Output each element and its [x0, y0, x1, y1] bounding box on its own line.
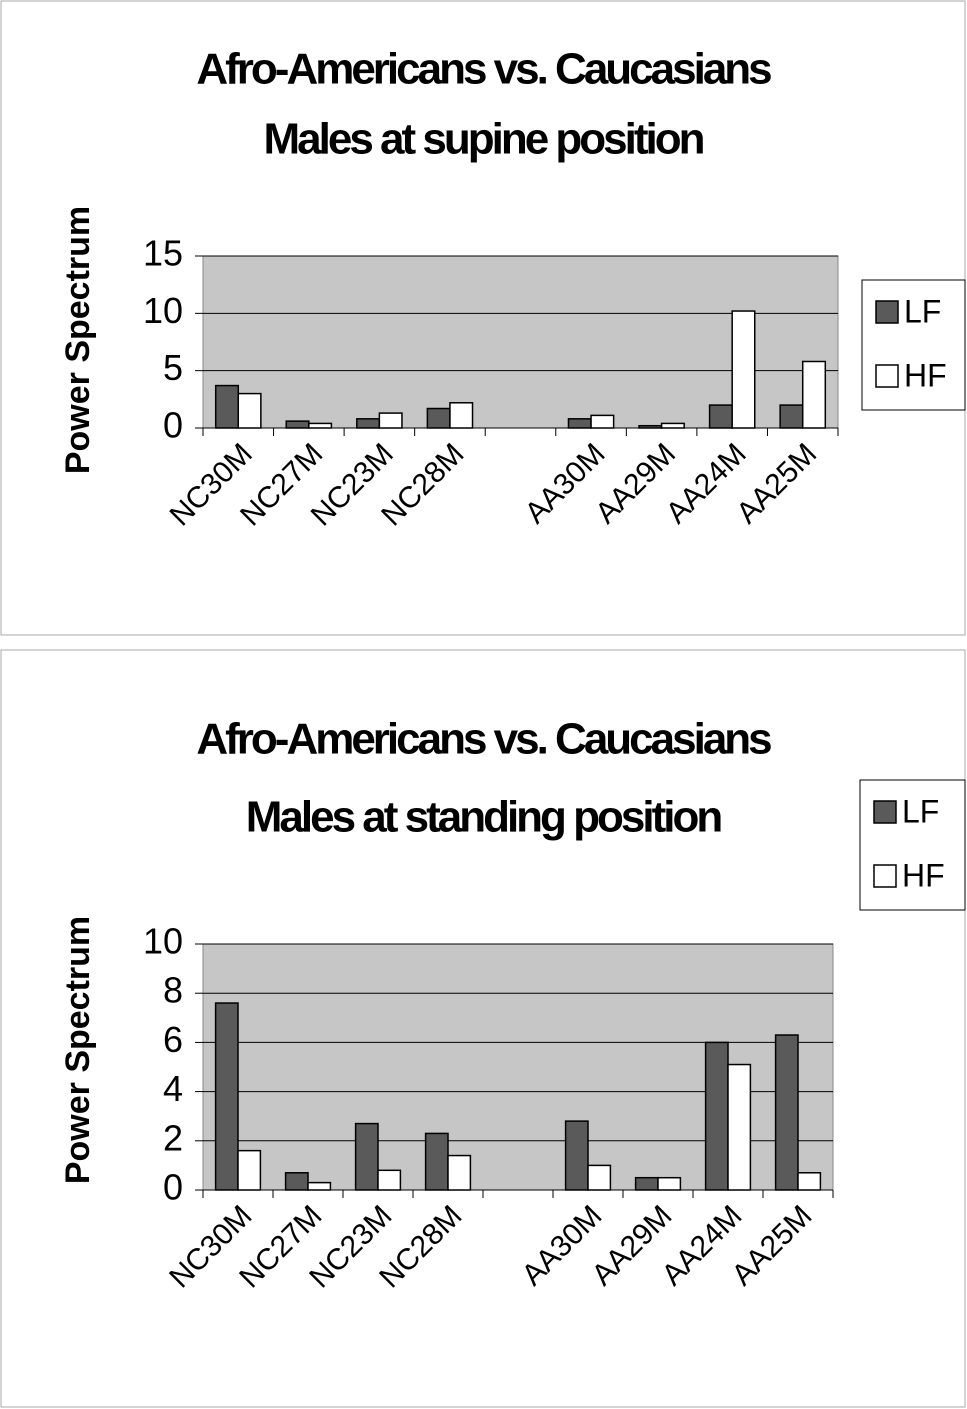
chart-subtitle: Males at supine position: [264, 115, 704, 164]
y-axis-label: Power Spectrum: [59, 206, 97, 474]
chart-title: Afro-Americans vs. Caucasians: [196, 45, 771, 94]
legend-box: [859, 779, 966, 911]
bar: [237, 392, 262, 429]
legend-swatch: [875, 300, 899, 324]
bar: [214, 1002, 239, 1191]
bar: [704, 1041, 729, 1191]
y-tick-label: 6: [163, 1019, 183, 1060]
legend-swatch: [875, 364, 899, 388]
bar: [424, 1132, 449, 1191]
y-tick-label: 15: [143, 233, 183, 274]
bar: [237, 1149, 262, 1191]
y-tick-label: 8: [163, 970, 183, 1011]
bar: [449, 402, 474, 429]
y-tick-label: 10: [143, 921, 183, 962]
y-tick-label: 2: [163, 1117, 183, 1158]
bar: [356, 418, 381, 429]
bar: [426, 407, 451, 429]
bar: [377, 1169, 402, 1191]
bar: [308, 422, 333, 429]
chart-frame: [0, 649, 966, 1408]
bar: [378, 412, 403, 429]
bar: [587, 1164, 612, 1191]
bar: [567, 418, 592, 429]
y-tick-label: 4: [163, 1068, 183, 1109]
legend-swatch: [873, 864, 897, 888]
y-axis-label: Power Spectrum: [59, 916, 97, 1184]
bar: [564, 1120, 589, 1191]
bar: [727, 1063, 752, 1191]
legend-label: HF: [902, 857, 945, 893]
bar: [307, 1181, 332, 1191]
bar: [731, 310, 756, 429]
chart-subtitle: Males at standing position: [246, 793, 722, 842]
legend-label: HF: [904, 357, 947, 393]
bar: [354, 1122, 379, 1191]
x-tick-label: AA25M: [730, 437, 823, 530]
bar: [285, 420, 310, 429]
x-tick-label: AA25M: [726, 1199, 819, 1292]
y-tick-label: 5: [163, 347, 183, 388]
bar: [214, 384, 240, 429]
bar: [590, 414, 615, 429]
bar: [284, 1172, 309, 1191]
y-tick-label: 0: [163, 1167, 183, 1208]
legend-label: LF: [902, 793, 939, 829]
bar: [657, 1176, 682, 1191]
bar: [797, 1172, 822, 1191]
y-tick-label: 10: [143, 290, 183, 331]
bar: [708, 404, 733, 429]
bar: [774, 1034, 799, 1191]
bar: [660, 422, 685, 429]
bar: [634, 1176, 659, 1191]
bar: [801, 360, 827, 429]
legend-swatch: [873, 800, 897, 824]
chart-title: Afro-Americans vs. Caucasians: [196, 715, 771, 764]
bar: [779, 404, 804, 429]
y-tick-label: 0: [163, 405, 183, 446]
bar: [447, 1154, 472, 1191]
legend-label: LF: [904, 293, 941, 329]
bar: [638, 424, 663, 429]
